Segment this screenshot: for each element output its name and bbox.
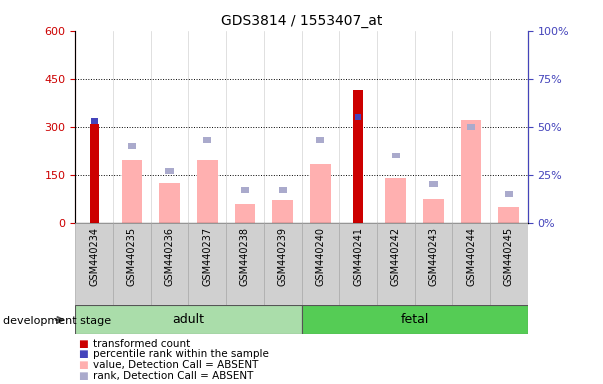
Text: adult: adult (172, 313, 204, 326)
Text: GSM440242: GSM440242 (391, 227, 401, 286)
Text: rank, Detection Call = ABSENT: rank, Detection Call = ABSENT (93, 371, 254, 381)
Bar (385, 178, 406, 223)
Text: transformed count: transformed count (93, 339, 191, 349)
Bar (429, 182, 438, 187)
FancyBboxPatch shape (151, 223, 188, 305)
FancyBboxPatch shape (75, 305, 302, 334)
FancyBboxPatch shape (339, 223, 377, 305)
Bar (467, 124, 475, 130)
Text: ■: ■ (78, 339, 88, 349)
Bar (159, 183, 180, 223)
Text: value, Detection Call = ABSENT: value, Detection Call = ABSENT (93, 360, 259, 370)
FancyBboxPatch shape (188, 223, 226, 305)
Text: GSM440238: GSM440238 (240, 227, 250, 286)
Bar (353, 90, 363, 223)
Bar (89, 124, 99, 223)
FancyBboxPatch shape (113, 223, 151, 305)
Text: percentile rank within the sample: percentile rank within the sample (93, 349, 270, 359)
Bar (355, 114, 361, 120)
Bar (203, 137, 212, 143)
Bar (241, 187, 249, 193)
Bar (128, 143, 136, 149)
Bar (197, 161, 218, 223)
FancyBboxPatch shape (302, 223, 339, 305)
Bar (165, 168, 174, 174)
Text: GSM440240: GSM440240 (315, 227, 326, 286)
Text: ■: ■ (78, 371, 88, 381)
FancyBboxPatch shape (415, 223, 452, 305)
Text: GSM440235: GSM440235 (127, 227, 137, 286)
Text: GSM440234: GSM440234 (89, 227, 99, 286)
Bar (499, 207, 519, 223)
Bar (273, 200, 293, 223)
FancyBboxPatch shape (377, 223, 415, 305)
Text: development stage: development stage (3, 316, 111, 326)
Text: GSM440237: GSM440237 (202, 227, 212, 286)
FancyBboxPatch shape (302, 305, 528, 334)
Title: GDS3814 / 1553407_at: GDS3814 / 1553407_at (221, 14, 382, 28)
Bar (279, 187, 287, 193)
Bar (391, 153, 400, 159)
Text: GSM440243: GSM440243 (428, 227, 438, 286)
Text: GSM440244: GSM440244 (466, 227, 476, 286)
Bar (461, 120, 481, 223)
Text: GSM440239: GSM440239 (277, 227, 288, 286)
FancyBboxPatch shape (452, 223, 490, 305)
FancyBboxPatch shape (264, 223, 302, 305)
Text: ■: ■ (78, 349, 88, 359)
Bar (505, 191, 513, 197)
Text: GSM440236: GSM440236 (165, 227, 175, 286)
FancyBboxPatch shape (226, 223, 264, 305)
Bar (91, 118, 98, 124)
Bar (122, 161, 142, 223)
Text: fetal: fetal (400, 313, 429, 326)
Bar (235, 204, 255, 223)
Bar (423, 199, 444, 223)
Bar (316, 137, 324, 143)
Bar (310, 164, 330, 223)
Text: GSM440245: GSM440245 (504, 227, 514, 286)
FancyBboxPatch shape (75, 223, 113, 305)
Text: ■: ■ (78, 360, 88, 370)
FancyBboxPatch shape (490, 223, 528, 305)
Text: GSM440241: GSM440241 (353, 227, 363, 286)
